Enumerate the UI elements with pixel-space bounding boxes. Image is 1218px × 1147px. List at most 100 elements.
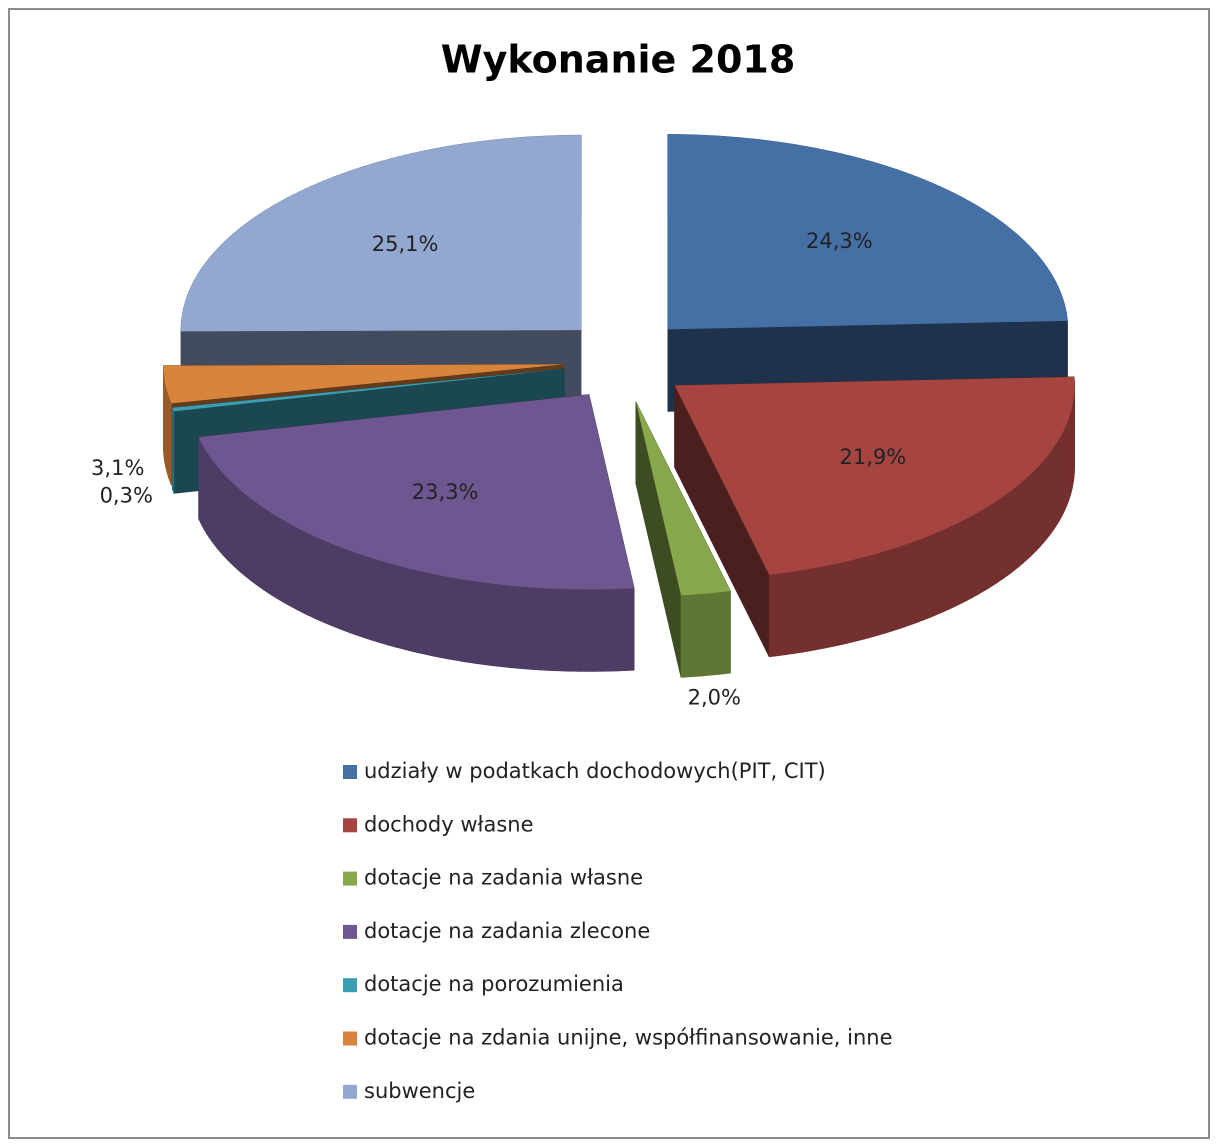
slice-side — [253, 500, 259, 587]
slice-side — [313, 535, 321, 622]
slice-side — [626, 587, 635, 671]
slice-side — [211, 458, 215, 546]
slice-side — [233, 483, 238, 571]
slice-side — [432, 573, 441, 658]
slice-side — [723, 590, 731, 675]
slice-side — [477, 581, 486, 666]
slice — [674, 376, 1075, 575]
slice-side — [208, 454, 213, 543]
slice — [163, 364, 564, 404]
slice-side — [879, 550, 887, 636]
slice-side — [799, 568, 808, 653]
slice-side — [403, 567, 412, 652]
slice-side — [539, 587, 548, 671]
slice-side — [1001, 493, 1007, 581]
slice-side — [418, 570, 426, 655]
slice-side — [925, 534, 932, 620]
slice-side — [1054, 441, 1058, 529]
legend-label: dotacje na porozumienia — [364, 972, 624, 996]
legend-swatch — [343, 871, 357, 886]
slice-side — [308, 533, 315, 619]
slice-side — [1056, 437, 1060, 526]
slice — [635, 401, 731, 596]
slice-side — [439, 575, 448, 660]
slice-side — [976, 509, 983, 596]
slice-side — [425, 572, 434, 657]
slice-side — [262, 506, 268, 593]
slice-side — [297, 527, 304, 614]
slice-side — [410, 568, 419, 654]
slice-side — [594, 589, 603, 672]
data-label: 21,9% — [840, 445, 907, 469]
data-label: 3,1% — [91, 456, 144, 480]
slice-side — [369, 557, 378, 643]
pie — [163, 134, 1075, 678]
slice — [667, 134, 1068, 330]
slice-side — [865, 554, 873, 640]
slice-side — [912, 539, 920, 625]
slice-side — [389, 563, 398, 648]
legend-label: udziały w podatkach dochodowych(PIT, CIT… — [364, 759, 826, 783]
slice-side — [319, 538, 327, 624]
data-label: 24,3% — [806, 229, 873, 253]
slice-side — [954, 521, 962, 607]
slice-side — [462, 579, 471, 663]
slice-side — [858, 556, 866, 641]
slice-side — [325, 540, 333, 627]
legend-swatch — [343, 978, 357, 993]
slice-side — [965, 515, 972, 602]
slice — [181, 135, 582, 332]
slice-side — [702, 593, 710, 677]
slice-side — [960, 518, 967, 605]
chart-title: Wykonanie 2018 — [441, 38, 796, 82]
slice-side — [836, 561, 845, 646]
slice-side — [1046, 452, 1050, 540]
slice-side — [570, 588, 580, 672]
legend-label: dochody własne — [364, 812, 534, 836]
slice-side — [680, 594, 689, 678]
slice-side — [343, 548, 351, 634]
slice-side — [286, 521, 293, 608]
legend-label: dotacje na zadania własne — [364, 866, 643, 890]
slice-side — [687, 594, 696, 678]
slice-side — [266, 509, 273, 596]
slice-side — [447, 576, 456, 661]
slice-side — [931, 531, 938, 618]
slice-side — [694, 593, 703, 677]
slice-side — [531, 587, 540, 671]
slice-side — [216, 465, 221, 553]
data-label: 23,3% — [412, 480, 479, 504]
slice-side — [843, 559, 852, 645]
slice-side — [1059, 433, 1062, 522]
slice-side — [271, 512, 278, 599]
data-label: 0,3% — [100, 483, 153, 507]
slice-side — [281, 518, 288, 605]
slice-side — [454, 577, 463, 662]
legend-swatch — [343, 1084, 357, 1099]
slice-side — [822, 564, 831, 649]
slice-side — [768, 573, 778, 658]
slice-side — [1018, 480, 1024, 568]
slice-side — [396, 565, 405, 650]
slice-side — [943, 526, 950, 613]
slice-side — [709, 592, 717, 676]
slice-side — [1026, 473, 1031, 561]
slice-side — [892, 546, 900, 632]
slice-side — [204, 447, 208, 535]
slice-side — [851, 558, 859, 643]
slice-side — [237, 486, 242, 574]
data-label: 2,0% — [688, 686, 741, 710]
legend-swatch — [343, 765, 357, 779]
slice-side — [562, 588, 572, 672]
slice-side — [240, 490, 246, 577]
slice-side — [872, 552, 880, 638]
legend-label: dotacje na zadania zlecone — [364, 919, 650, 943]
slice-side — [716, 591, 724, 675]
slice — [198, 394, 635, 590]
slice-side — [1014, 484, 1020, 571]
slice-side — [223, 472, 228, 560]
slice-side — [356, 552, 364, 638]
slice-side — [610, 588, 619, 672]
slice-side — [554, 588, 564, 672]
